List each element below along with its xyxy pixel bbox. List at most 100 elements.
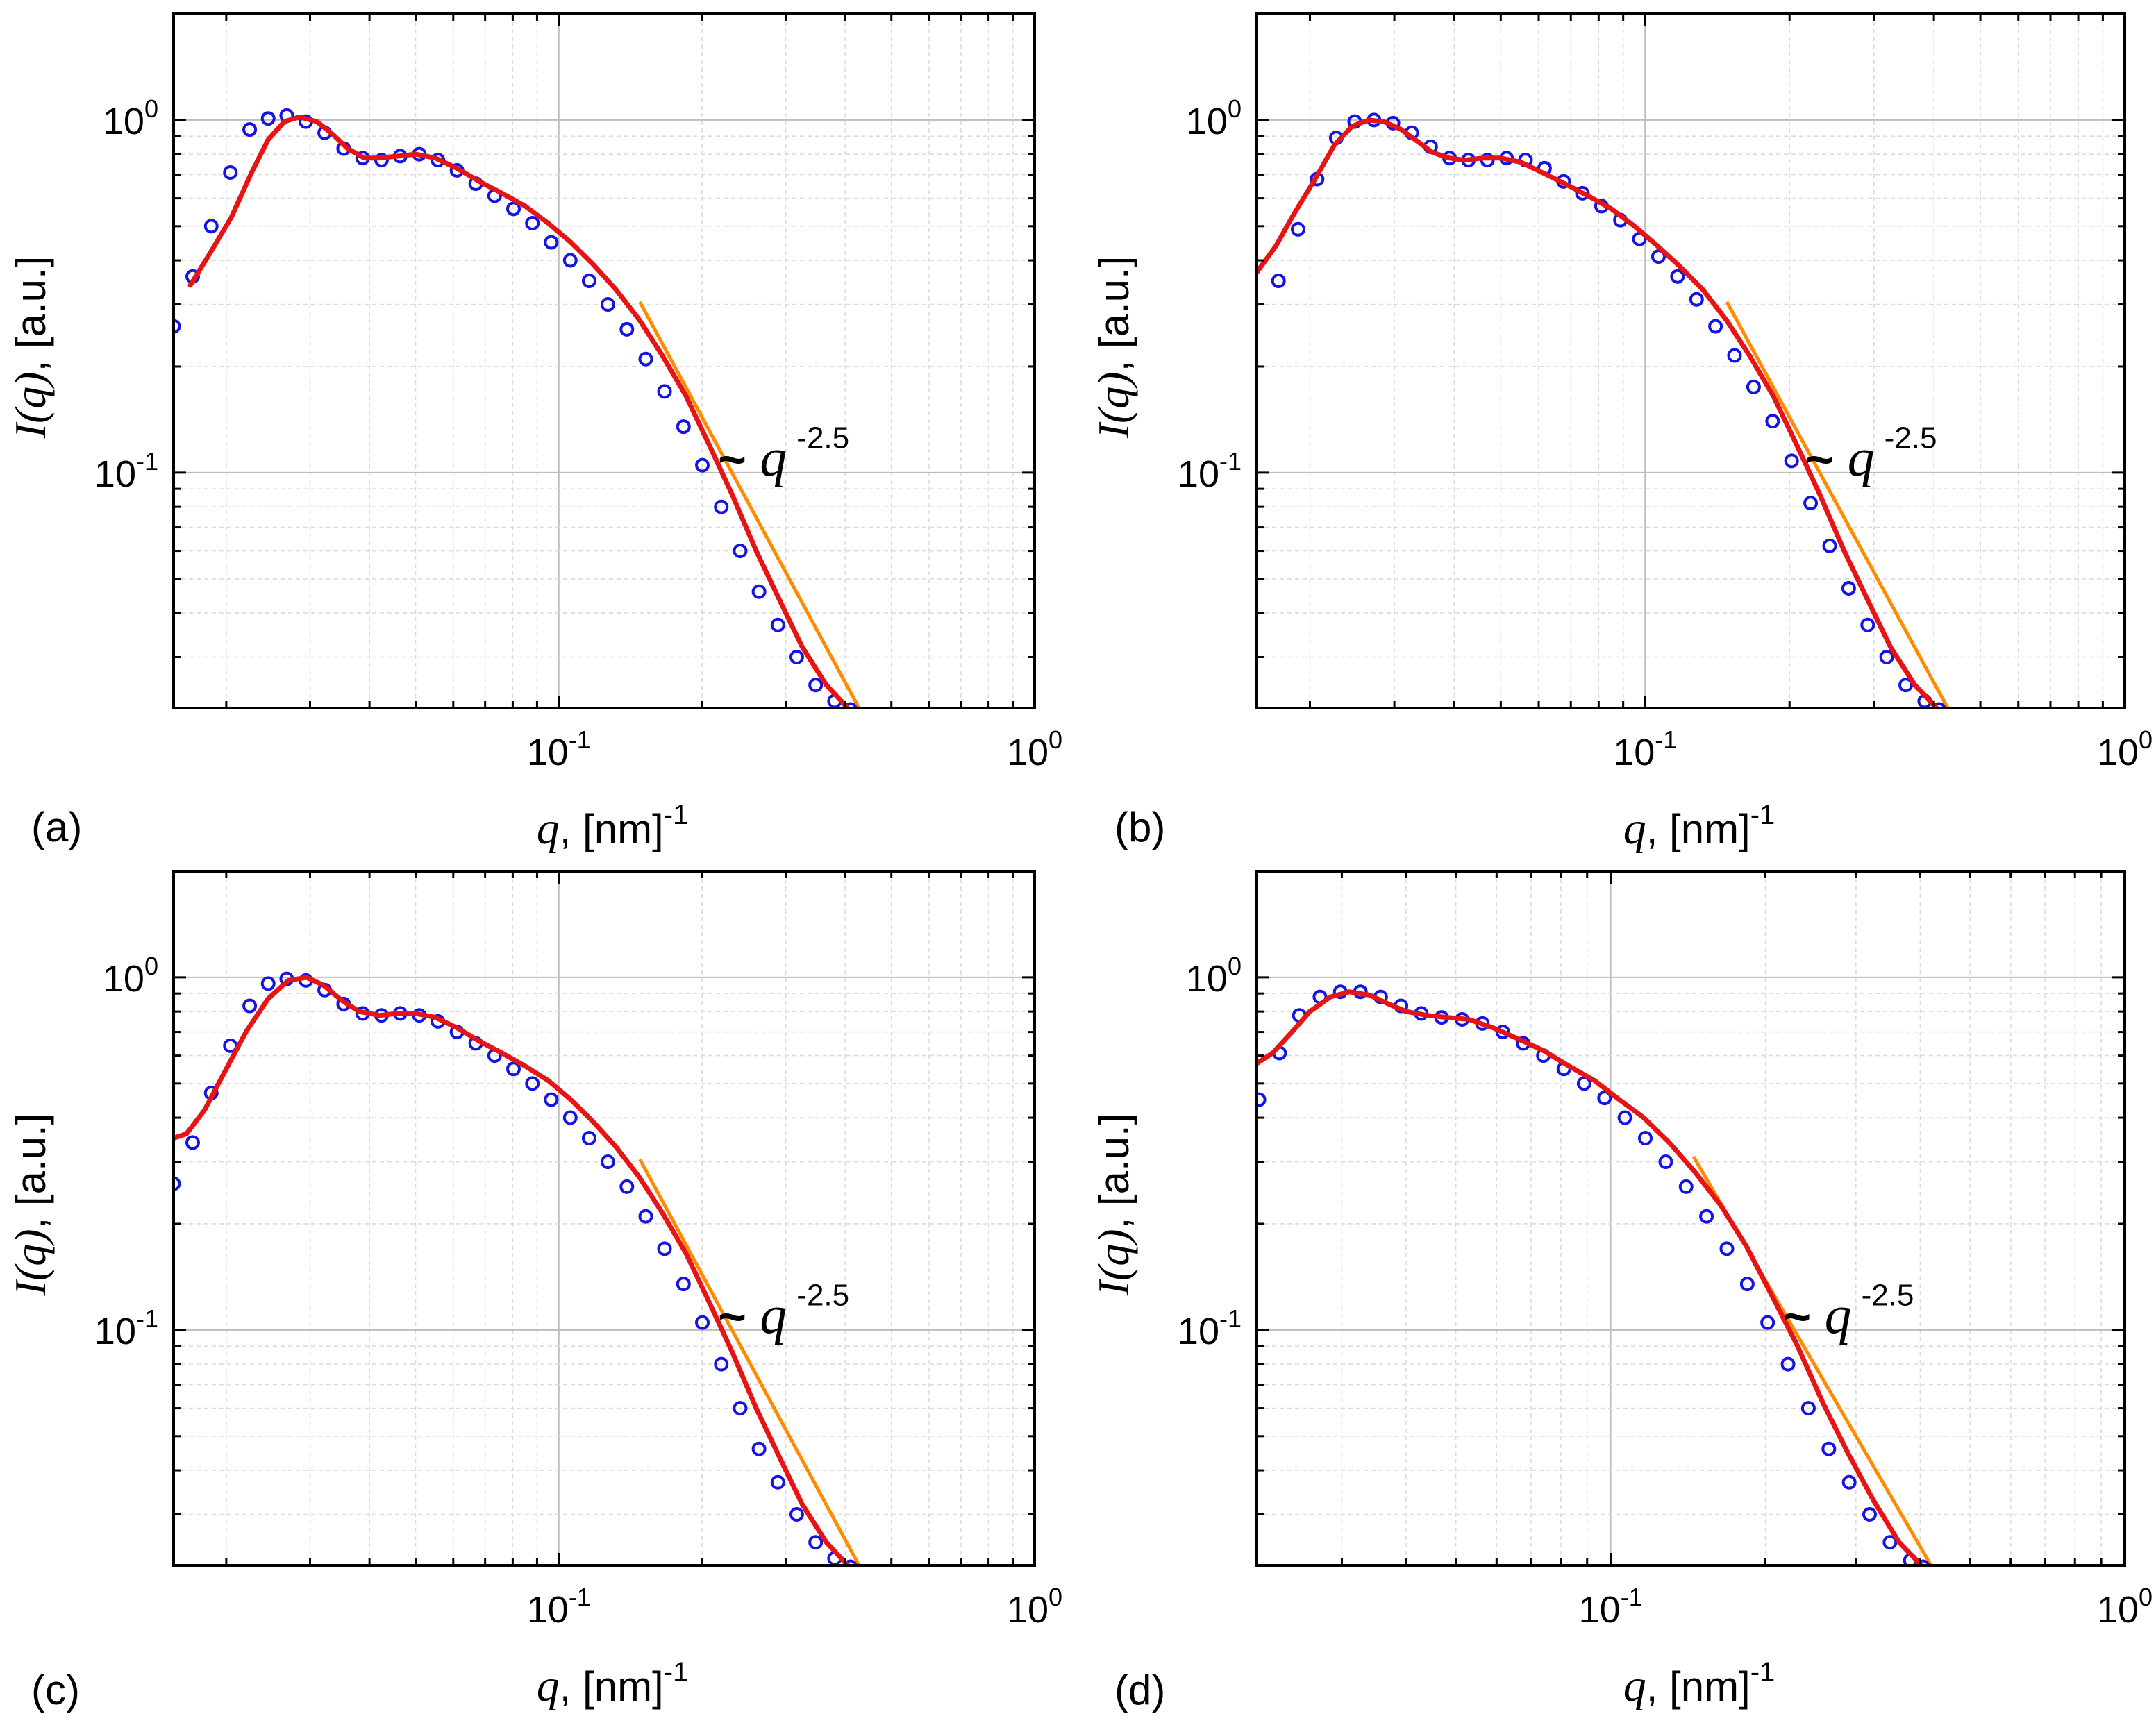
axis-frame	[172, 12, 1036, 709]
data-point	[695, 1315, 710, 1330]
powerlaw-guide-line	[638, 301, 862, 708]
data-point	[242, 122, 258, 137]
panel-letter: (a)	[31, 804, 82, 850]
fit-line	[174, 975, 851, 1565]
y-axis-label: I(q), [a.u.]	[6, 1113, 55, 1297]
data-point	[525, 1076, 540, 1091]
data-point	[770, 1474, 785, 1490]
data-point	[1678, 1179, 1694, 1194]
data-point	[1719, 1241, 1735, 1256]
powerlaw-annotation: ~ q -2.5	[1805, 421, 1937, 487]
data-point	[1689, 292, 1704, 307]
data-point	[657, 1241, 672, 1256]
data-point	[1821, 1441, 1837, 1456]
y-tick-label: 100	[103, 952, 158, 1000]
data-point	[1862, 1507, 1877, 1522]
data-point	[260, 976, 276, 991]
data-point	[1800, 1401, 1816, 1416]
data-point	[544, 235, 559, 250]
data-point	[808, 1535, 824, 1550]
data-point	[506, 1061, 521, 1077]
data-point	[1780, 1356, 1796, 1372]
x-axis-label: q, [nm]-1	[537, 800, 689, 854]
fit-line	[1257, 989, 1923, 1565]
data-point	[581, 1131, 596, 1146]
data-point	[600, 1154, 615, 1170]
data-point	[657, 384, 672, 399]
grid	[1257, 871, 2125, 1565]
data-point	[1670, 269, 1685, 284]
data-point	[1841, 1474, 1857, 1490]
x-tick-label: 10-1	[1579, 1583, 1643, 1631]
data-point	[1765, 414, 1780, 429]
data-point	[203, 219, 219, 234]
y-tick-label: 100	[103, 94, 158, 142]
data-point	[1739, 1277, 1755, 1292]
data-point	[1746, 379, 1761, 394]
data-point	[638, 351, 653, 367]
data-point	[714, 1356, 729, 1372]
data-point	[185, 1135, 200, 1150]
x-tick-label: 10-1	[1613, 725, 1677, 773]
data-point	[751, 584, 767, 599]
data-point	[581, 274, 596, 289]
data-point	[619, 1179, 635, 1194]
data-markers	[1271, 112, 1946, 708]
data-point	[1651, 249, 1666, 264]
grid	[174, 871, 1035, 1565]
axis-frame	[172, 870, 1036, 1567]
data-point	[1638, 1131, 1653, 1146]
data-point	[1617, 1110, 1632, 1125]
data-point	[1727, 348, 1742, 363]
data-point	[544, 1092, 559, 1107]
data-point	[1932, 702, 1946, 708]
axis-frame	[1255, 870, 2126, 1567]
data-point	[733, 1401, 748, 1416]
data-point	[1576, 1076, 1591, 1091]
data-point	[1699, 1209, 1714, 1224]
ticks	[174, 870, 1036, 1565]
data-point	[562, 1110, 578, 1125]
data-point	[1784, 453, 1799, 469]
y-axis-label: I(q), [a.u.]	[1089, 256, 1138, 439]
data-point	[1803, 496, 1819, 511]
data-markers	[1257, 984, 1930, 1565]
data-point	[789, 650, 804, 665]
y-tick-label: 100	[1186, 952, 1242, 1000]
data-point	[1916, 1559, 1930, 1565]
data-point	[1290, 221, 1305, 237]
data-point	[1658, 1154, 1673, 1170]
grid	[174, 14, 1035, 708]
data-point	[1271, 274, 1286, 289]
powerlaw-guide-line	[1725, 301, 1950, 708]
data-point	[714, 499, 729, 514]
data-point	[770, 617, 785, 632]
y-tick-label: 100	[1186, 94, 1242, 142]
y-axis-label: I(q), [a.u.]	[6, 256, 55, 439]
data-point	[174, 319, 181, 334]
data-point	[619, 321, 635, 337]
data-point	[676, 419, 691, 435]
y-axis-label: I(q), [a.u.]	[1089, 1113, 1138, 1297]
x-axis-label: q, [nm]-1	[1623, 800, 1775, 854]
panel-b: 10-1 100 10-1 100 q, [nm]-1 I(q), [a.u.] ~ q -2…	[1089, 12, 2153, 854]
y-tick-label: 10-1	[1178, 447, 1242, 495]
data-point	[733, 544, 748, 559]
data-point	[695, 457, 710, 473]
panel-letter: (b)	[1114, 804, 1165, 850]
powerlaw-annotation: ~ q -2.5	[718, 1278, 849, 1345]
data-point	[1822, 538, 1837, 553]
panel-letter: (d)	[1114, 1667, 1165, 1713]
data-point	[638, 1209, 653, 1224]
powerlaw-annotation: ~ q -2.5	[1782, 1278, 1914, 1345]
panel-c: 10-1 100 10-1 100 q, [nm]-1 I(q), [a.u.] ~ q -2…	[6, 870, 1062, 1713]
x-axis-label: q, [nm]-1	[537, 1657, 689, 1711]
data-point	[1760, 1315, 1775, 1330]
x-tick-label: 100	[2097, 725, 2153, 773]
x-tick-label: 10-1	[527, 1583, 591, 1631]
data-point	[525, 215, 540, 230]
ticks	[1257, 12, 2126, 708]
data-point	[1257, 1092, 1267, 1107]
data-point	[506, 201, 521, 217]
